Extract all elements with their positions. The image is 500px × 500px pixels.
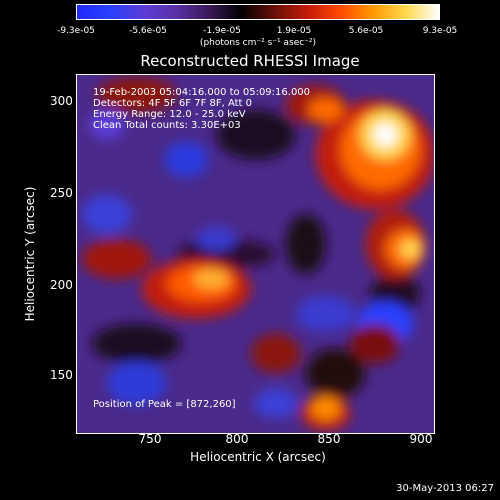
colorbar-tick-label: 5.6e-05 <box>348 26 384 36</box>
x-tick-label: 750 <box>138 432 162 446</box>
render-timestamp: 30-May-2013 06:27 <box>396 483 494 494</box>
colorbar-tick-label: -1.9e-05 <box>203 26 241 36</box>
y-tick-label: 200 <box>50 278 73 292</box>
colorbar-tick-label: -9.3e-05 <box>57 26 95 36</box>
info-time-range: 19-Feb-2003 05:04:16.000 to 05:09:16.000 <box>93 87 311 98</box>
y-tick-label: 150 <box>50 368 73 382</box>
colorbar-tick-label: 9.3e-05 <box>422 26 458 36</box>
image-plot: 19-Feb-2003 05:04:16.000 to 05:09:16.000… <box>76 74 435 434</box>
y-axis-label: Heliocentric Y (arcsec) <box>23 186 37 322</box>
x-tick-label: 800 <box>225 432 249 446</box>
plot-title: Reconstructed RHESSI Image <box>140 52 360 70</box>
x-axis-label: Heliocentric X (arcsec) <box>190 450 326 464</box>
info-detectors: Detectors: 4F 5F 6F 7F 8F, Att 0 <box>93 98 253 109</box>
rhessi-image <box>77 75 434 433</box>
peak-position-label: Position of Peak = [872,260] <box>93 399 236 410</box>
y-tick-label: 250 <box>50 186 73 200</box>
colorbar <box>76 4 440 20</box>
colorbar-tick-label: -5.6e-05 <box>129 26 167 36</box>
x-tick-label: 900 <box>409 432 433 446</box>
colorbar-tick-label: 1.9e-05 <box>276 26 312 36</box>
y-tick-label: 300 <box>50 94 73 108</box>
info-clean-counts: Clean Total counts: 3.30E+03 <box>93 120 241 131</box>
info-energy-range: Energy Range: 12.0 - 25.0 keV <box>93 109 246 120</box>
colorbar-units-label: (photons cm⁻² s⁻¹ asec⁻²) <box>199 38 317 48</box>
x-tick-label: 850 <box>317 432 341 446</box>
